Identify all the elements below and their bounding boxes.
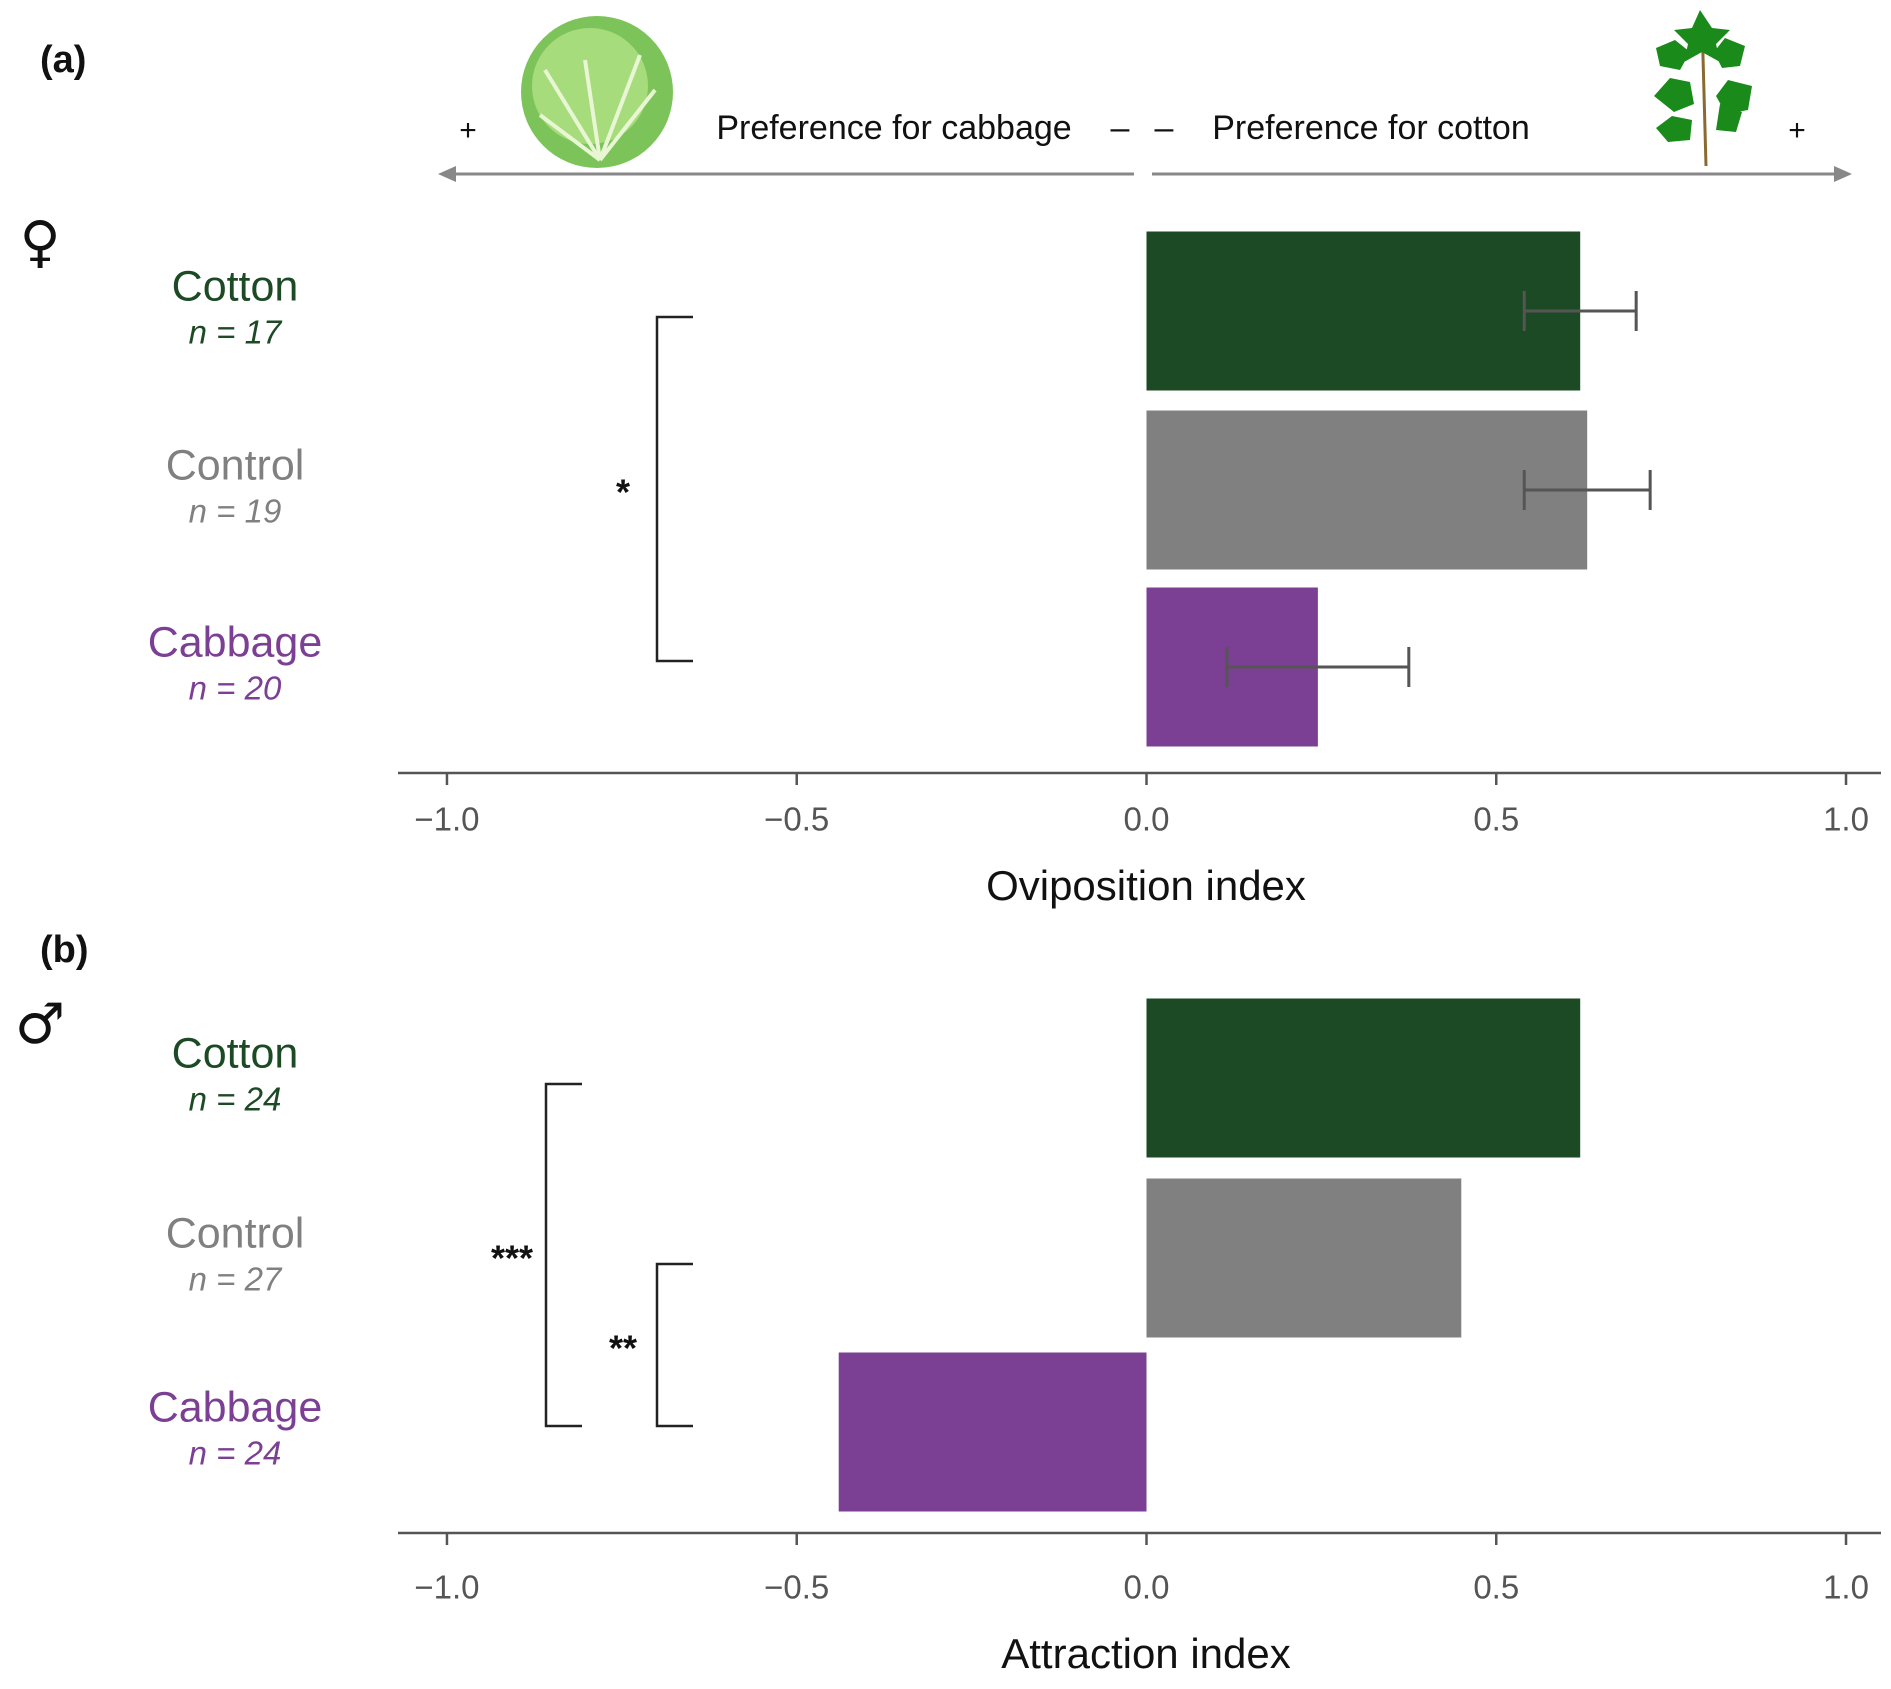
n-label: n = 20 xyxy=(189,670,282,707)
x-tick-label: 1.0 xyxy=(1823,1569,1869,1606)
direction-mark: – xyxy=(1155,109,1174,147)
x-tick-label: 0.5 xyxy=(1473,801,1519,838)
sex-symbol: ♀ xyxy=(19,210,60,275)
bar xyxy=(1146,410,1588,570)
x-tick-label: −1.0 xyxy=(414,1569,479,1606)
panel-label: (b) xyxy=(40,929,89,971)
cabbage-icon xyxy=(521,16,673,168)
bar xyxy=(1146,231,1581,391)
cotton-icon xyxy=(1654,10,1752,167)
significance-bracket xyxy=(544,1082,582,1428)
category-label: Cabbage xyxy=(148,618,323,666)
n-label: n = 24 xyxy=(189,1435,282,1472)
x-tick-label: 1.0 xyxy=(1823,801,1869,838)
x-tick-label: 0.0 xyxy=(1124,801,1170,838)
direction-mark: + xyxy=(1788,114,1806,147)
n-label: n = 19 xyxy=(189,493,282,530)
x-tick-label: 0.0 xyxy=(1124,1569,1170,1606)
arrow-head xyxy=(438,166,456,182)
significance-label: ** xyxy=(609,1328,637,1369)
category-label: Cotton xyxy=(172,1029,299,1077)
x-tick-label: 0.5 xyxy=(1473,1569,1519,1606)
significance-label: *** xyxy=(491,1238,533,1279)
direction-mark: – xyxy=(1111,109,1130,147)
direction-label: Preference for cotton xyxy=(1212,109,1530,147)
sex-symbol: ♂ xyxy=(15,992,65,1057)
n-label: n = 27 xyxy=(189,1261,283,1298)
direction-mark: + xyxy=(459,114,477,147)
category-label: Cabbage xyxy=(148,1383,323,1431)
bar xyxy=(838,1352,1147,1512)
x-tick-label: −1.0 xyxy=(414,801,479,838)
bar xyxy=(1146,1178,1462,1338)
category-label: Cotton xyxy=(172,262,299,310)
n-label: n = 17 xyxy=(189,314,283,351)
panel-label: (a) xyxy=(40,39,86,81)
n-label: n = 24 xyxy=(189,1081,282,1118)
significance-label: * xyxy=(616,472,630,513)
x-tick-label: −0.5 xyxy=(764,1569,829,1606)
category-label: Control xyxy=(166,1209,305,1257)
category-label: Control xyxy=(166,441,305,489)
significance-bracket xyxy=(655,315,693,663)
x-tick-label: −0.5 xyxy=(764,801,829,838)
bar xyxy=(1146,998,1581,1158)
x-axis-title: Attraction index xyxy=(1001,1630,1291,1677)
direction-label: Preference for cabbage xyxy=(716,109,1071,147)
x-axis-title: Oviposition index xyxy=(986,862,1306,909)
significance-bracket xyxy=(655,1262,693,1428)
arrow-head xyxy=(1834,166,1852,182)
